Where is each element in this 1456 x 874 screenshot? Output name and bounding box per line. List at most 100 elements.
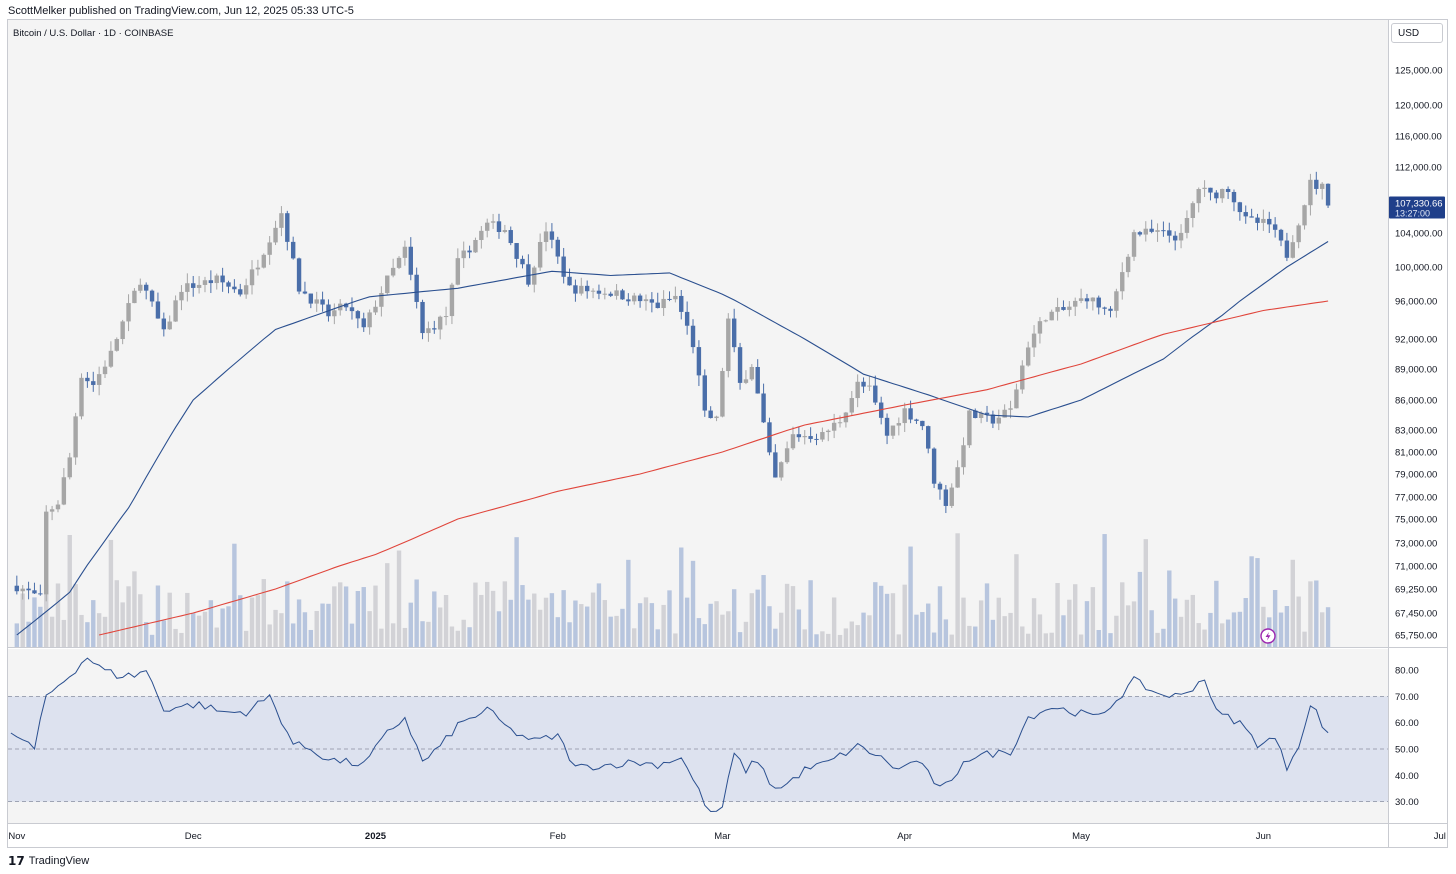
price-tick-label: 100,000.00: [1395, 263, 1443, 274]
rsi-layer: [8, 657, 1388, 813]
candle-body: [1067, 306, 1072, 310]
candle-body: [655, 302, 660, 309]
candle-body: [943, 489, 949, 506]
candle-body: [1137, 232, 1143, 235]
volume-bar: [1190, 594, 1196, 647]
volume-bar: [584, 606, 590, 647]
candle-body: [349, 307, 355, 312]
candle-body: [731, 318, 737, 348]
volume-bar: [902, 584, 907, 647]
volume-bar: [579, 604, 584, 647]
volume-bar: [402, 627, 408, 647]
candle-body: [649, 299, 655, 303]
candle-body: [1102, 307, 1107, 309]
candle-body: [1014, 389, 1019, 409]
volume-bar: [1025, 633, 1031, 647]
candle-body: [38, 593, 43, 595]
candle-body: [661, 298, 666, 309]
candle-body: [673, 295, 678, 300]
volume-bar: [1184, 599, 1190, 647]
volume-bar: [426, 621, 431, 647]
volume-bar: [38, 606, 43, 647]
volume-bar: [455, 630, 461, 647]
volume-bar: [1049, 632, 1054, 647]
volume-bar: [949, 634, 954, 647]
volume-bar: [573, 600, 578, 647]
volume-bar: [1137, 571, 1143, 647]
candle-body: [537, 242, 543, 268]
candle-body: [873, 385, 878, 403]
price-tick-label: 116,000.00: [1395, 132, 1442, 143]
rsi-tick-label: 70.00: [1395, 692, 1419, 703]
candle-body: [773, 452, 778, 478]
candle-body: [1172, 235, 1178, 241]
candle-body: [890, 425, 896, 436]
volume-bar: [708, 603, 713, 647]
volume-bar: [220, 608, 225, 647]
volume-bar: [79, 614, 84, 647]
volume-bar: [831, 597, 837, 647]
candle-body: [490, 221, 496, 223]
candle-body: [20, 588, 25, 592]
candle-body: [749, 366, 755, 380]
volume-bar: [267, 624, 272, 647]
candle-body: [920, 420, 925, 427]
candle-body: [1272, 224, 1278, 230]
volume-bar: [1131, 601, 1137, 647]
volume-bar: [485, 581, 490, 647]
candle-body: [220, 275, 225, 283]
time-tick-label: May: [1072, 831, 1090, 842]
candle-body: [1196, 188, 1201, 204]
candle-body: [496, 221, 502, 233]
volume-bar: [1202, 629, 1207, 647]
volume-bar: [908, 546, 913, 647]
volume-bar: [126, 586, 131, 647]
volume-bar: [1296, 596, 1301, 647]
candle-body: [532, 267, 537, 285]
volume-bar: [537, 609, 543, 647]
volume-bar: [396, 550, 402, 647]
volume-bar: [361, 587, 366, 647]
volume-bar: [273, 609, 278, 647]
volume-bar: [473, 582, 478, 647]
volume-bar: [173, 628, 178, 647]
currency-selector[interactable]: USD: [1391, 23, 1443, 43]
volume-bar: [814, 634, 819, 647]
candle-body: [1243, 212, 1248, 217]
candle-body: [420, 301, 425, 334]
candle-body: [796, 434, 802, 438]
volume-bar: [155, 585, 161, 647]
volume-bar: [1002, 616, 1007, 647]
candle-body: [1220, 188, 1225, 199]
candle-body: [455, 258, 461, 285]
volume-bar: [1172, 598, 1178, 647]
time-tick-label: Feb: [550, 831, 566, 842]
candle-body: [508, 230, 513, 244]
candle-body: [32, 590, 37, 594]
volume-bar: [1261, 606, 1266, 647]
candle-body: [1084, 298, 1090, 302]
volume-bar: [608, 616, 613, 647]
volume-bar: [1237, 611, 1243, 647]
candle-body: [926, 426, 931, 449]
price-tick-label: 89,000.00: [1395, 365, 1437, 376]
candle-body: [61, 477, 67, 505]
candle-body: [908, 408, 913, 420]
candle-body: [320, 299, 325, 305]
volume-bar: [1255, 558, 1260, 647]
candle-body: [296, 258, 302, 292]
candle-body: [632, 295, 637, 302]
candle-body: [138, 284, 143, 291]
volume-bar: [731, 589, 737, 647]
candle-body: [949, 487, 954, 506]
candle-body: [814, 438, 819, 440]
candle-body: [1161, 230, 1166, 232]
candle-body: [1296, 225, 1301, 243]
candle-body: [432, 328, 437, 330]
candle-body: [1290, 242, 1295, 258]
volume-bar: [749, 593, 755, 647]
candle-body: [526, 264, 531, 285]
volume-bar: [655, 629, 660, 647]
volume-bar: [726, 611, 731, 647]
